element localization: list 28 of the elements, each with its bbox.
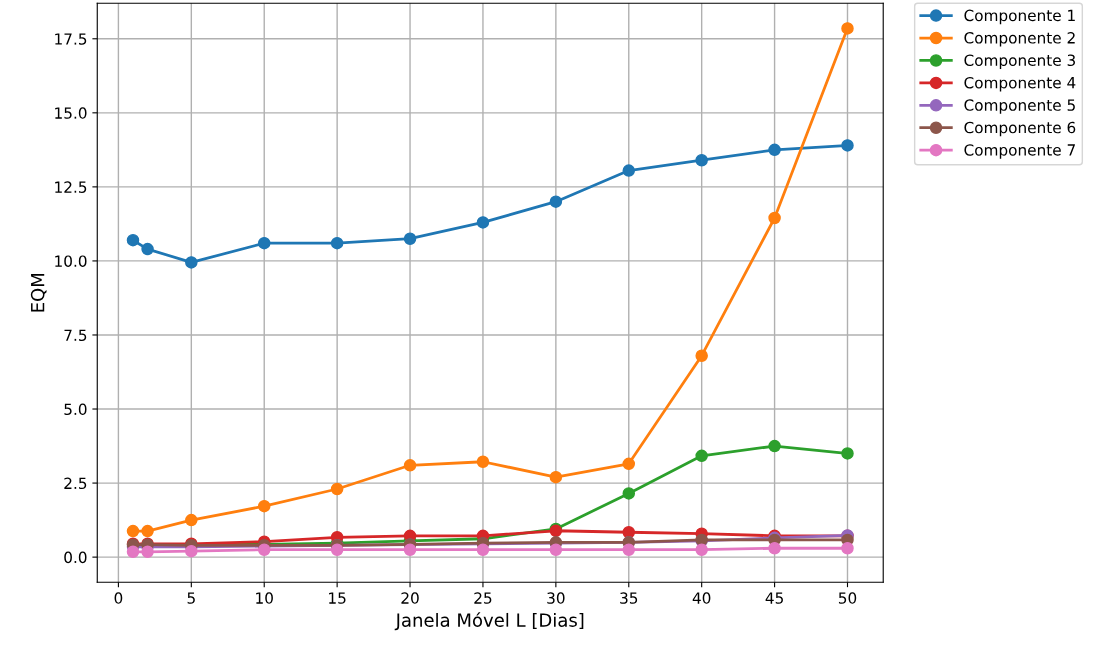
x-tick-label: 30 xyxy=(547,592,565,604)
y-tick-label: 17.5 xyxy=(55,33,87,45)
x-tick-label: 20 xyxy=(401,592,419,604)
x-axis-title: Janela Móvel L [Dias] xyxy=(394,612,584,631)
y-axis-title: EQM xyxy=(30,273,47,312)
y-tick-label: 12.5 xyxy=(55,181,87,193)
legend-label: Componente 4 xyxy=(964,76,1076,92)
y-tick-label: 0.0 xyxy=(64,551,87,564)
y-tick-label: 7.5 xyxy=(64,329,87,341)
x-tick-label: 45 xyxy=(765,592,783,604)
y-tick-label: 2.5 xyxy=(64,477,87,490)
legend-label: Componente 1 xyxy=(964,9,1075,25)
legend-label: Componente 6 xyxy=(964,121,1076,137)
x-tick-label: 25 xyxy=(474,592,492,604)
x-tick-label: 15 xyxy=(329,592,346,604)
legend-label: Componente 3 xyxy=(964,54,1075,69)
x-tick-label: 0 xyxy=(114,592,123,604)
x-tick-label: 5 xyxy=(187,592,195,604)
x-tick-label: 35 xyxy=(620,592,638,604)
y-tick-label: 5.0 xyxy=(64,403,87,416)
legend-label: Componente 2 xyxy=(964,32,1075,47)
x-tick-label: 40 xyxy=(692,592,711,604)
legend-label: Componente 5 xyxy=(964,99,1075,114)
x-tick-label: 50 xyxy=(838,592,857,604)
y-tick-label: 10.0 xyxy=(55,255,87,267)
legend-label: Componente 7 xyxy=(964,144,1075,159)
x-tick-label: 10 xyxy=(256,592,273,604)
y-tick-label: 15.0 xyxy=(55,107,87,119)
